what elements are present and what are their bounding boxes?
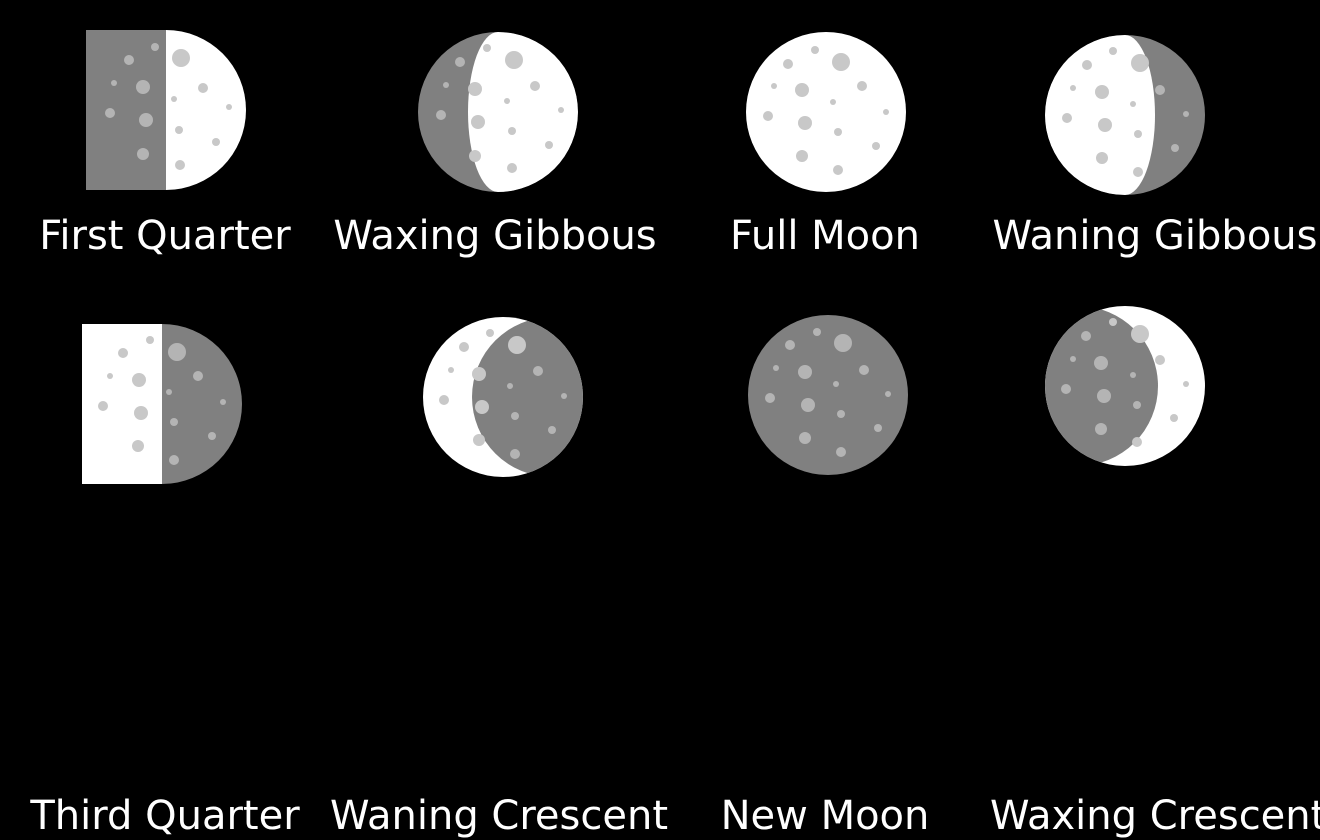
first-quarter-moon-icon (86, 30, 246, 190)
phase-first-quarter: First Quarter (0, 0, 330, 288)
phase-waxing-crescent: Waxing Crescent (990, 290, 1320, 839)
phase-label: Full Moon (730, 213, 920, 259)
waxing-crescent-moon-icon (1045, 306, 1205, 466)
phase-label: Waning Crescent (330, 793, 669, 839)
phase-third-quarter: Third Quarter (0, 290, 330, 839)
waning-gibbous-moon-icon (1045, 35, 1205, 195)
new-moon-icon (748, 315, 908, 475)
phase-waxing-gibbous: Waxing Gibbous (330, 0, 660, 288)
phase-waning-crescent: Waning Crescent (330, 290, 668, 839)
waning-crescent-moon-icon (423, 317, 583, 477)
waxing-gibbous-moon-icon (418, 32, 578, 192)
phase-label: Waxing Crescent (990, 793, 1320, 839)
phase-waning-gibbous: Waning Gibbous (990, 0, 1320, 288)
phase-label: Waning Gibbous (992, 213, 1318, 259)
phase-label: First Quarter (39, 213, 291, 259)
full-moon-icon (746, 32, 906, 192)
phase-new-moon: New Moon (660, 290, 990, 839)
phase-label: Waxing Gibbous (333, 213, 657, 259)
phase-full-moon: Full Moon (660, 0, 990, 288)
phase-label: New Moon (720, 793, 930, 839)
third-quarter-moon-icon (82, 324, 242, 484)
phase-label: Third Quarter (30, 793, 300, 839)
